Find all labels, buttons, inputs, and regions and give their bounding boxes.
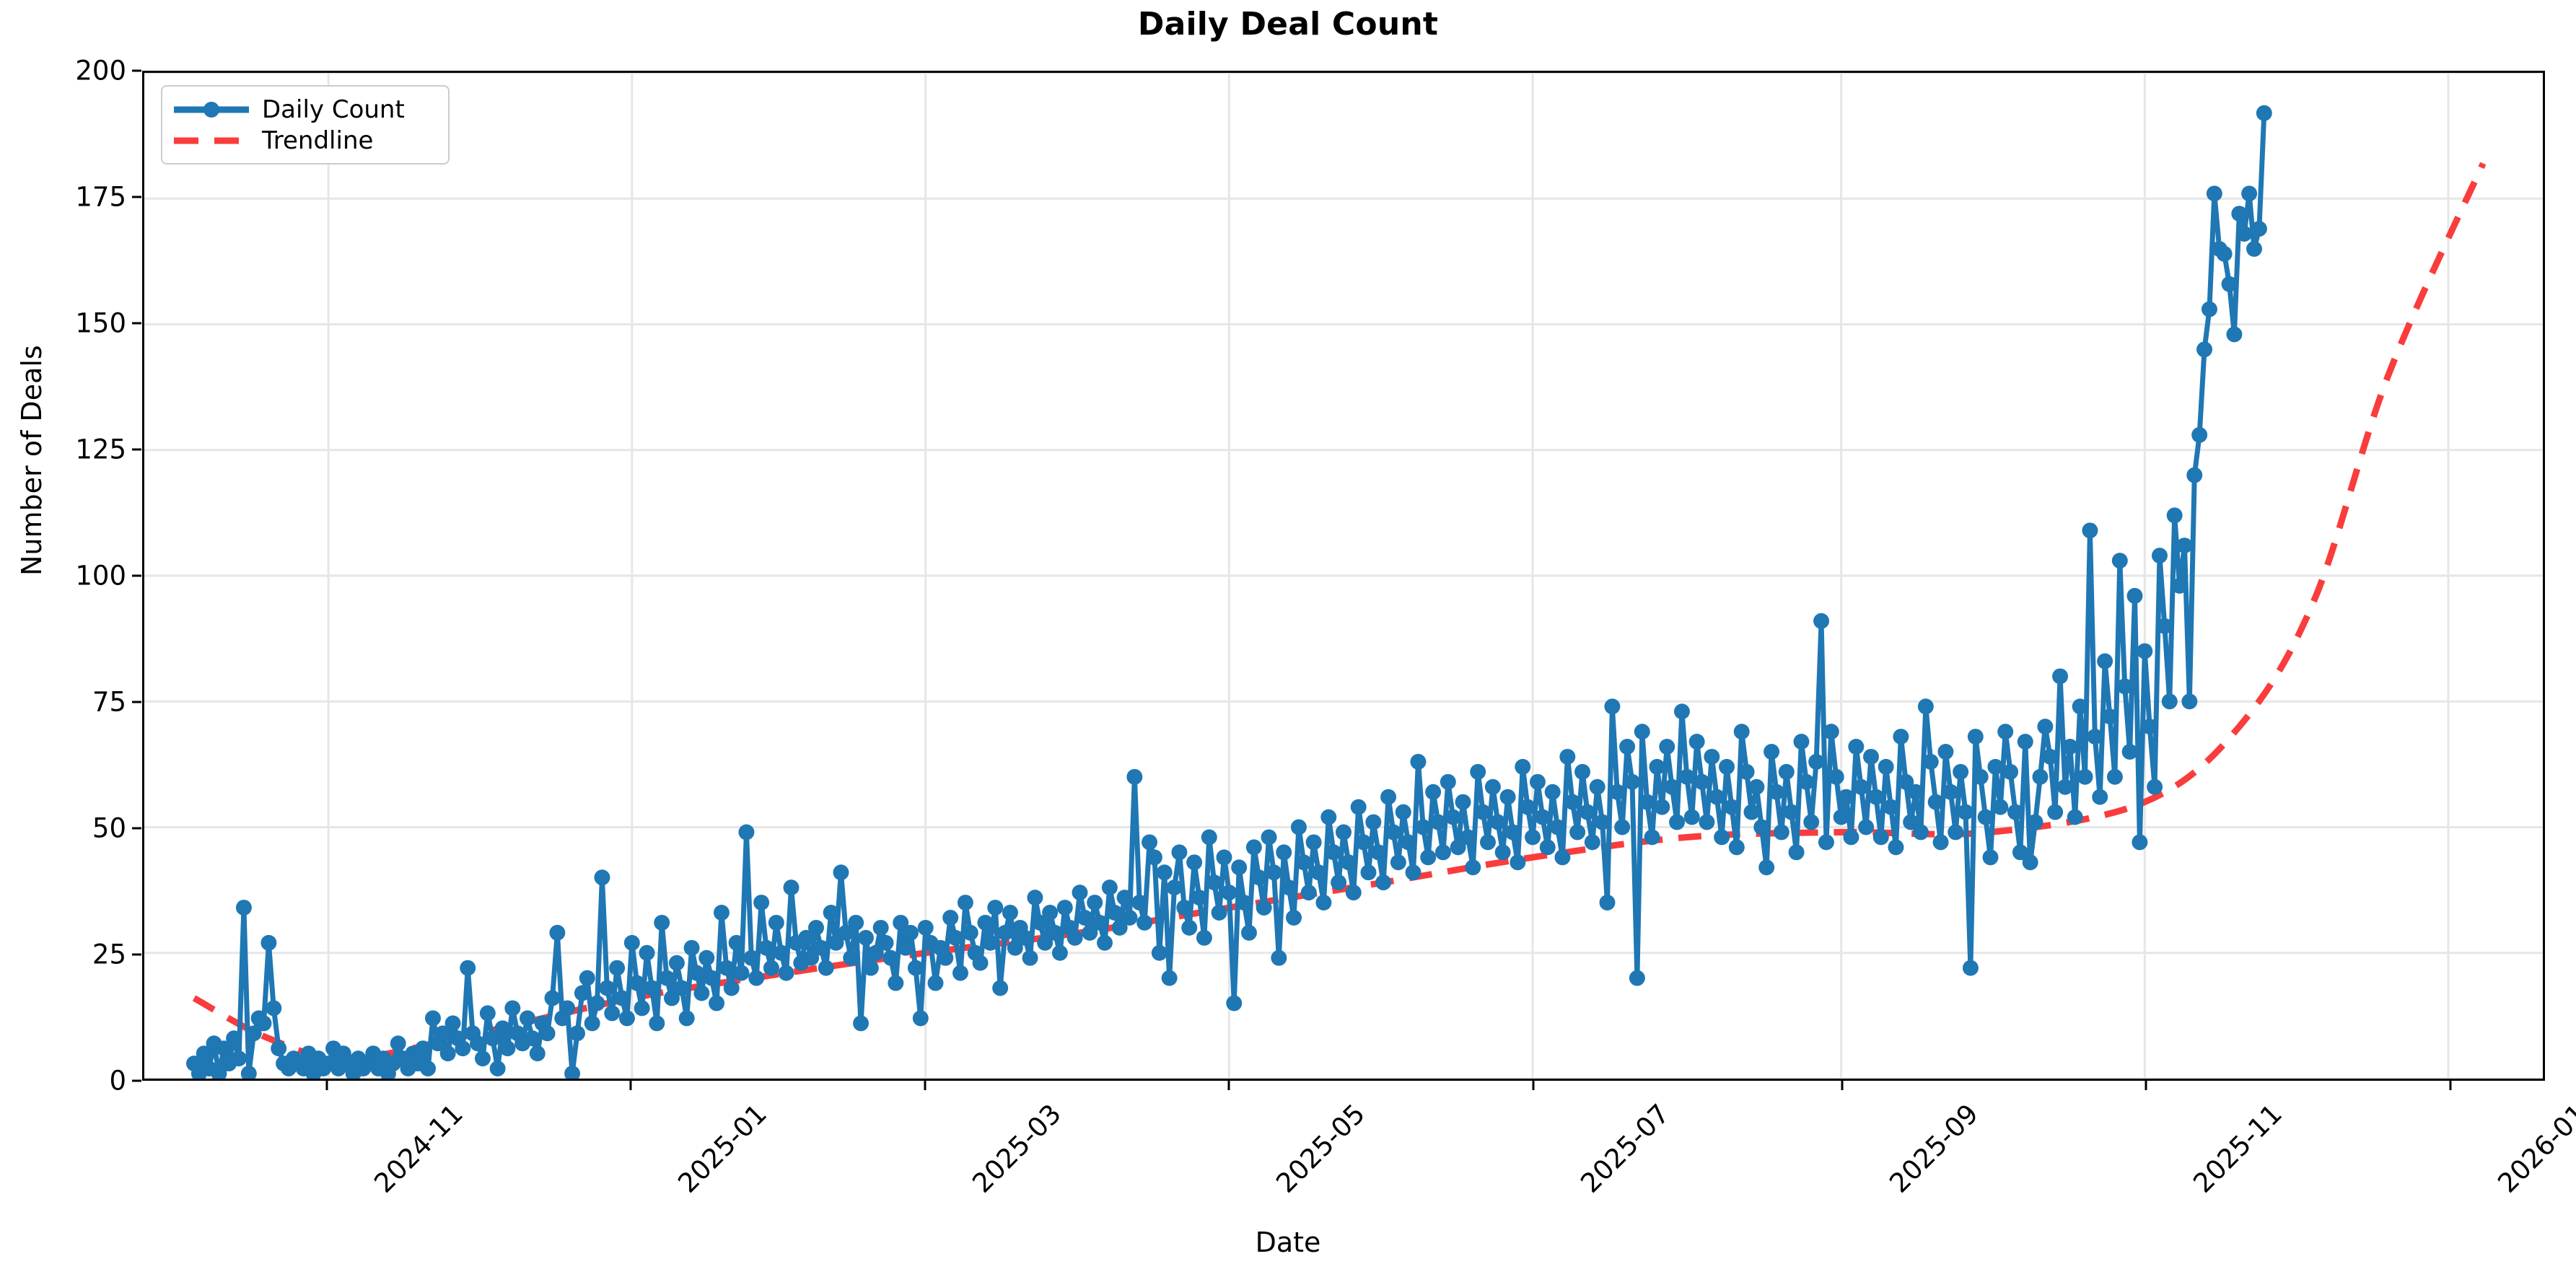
y-tick-label: 200 — [75, 55, 126, 87]
y-tick-label: 0 — [109, 1065, 126, 1097]
y-tick-mark — [132, 953, 141, 956]
gridlines — [144, 73, 2543, 1079]
legend-item-daily-count: Daily Count — [172, 94, 438, 125]
x-tick-label: 2025-11 — [2187, 1098, 2289, 1199]
x-tick-label: 2026-01 — [2492, 1098, 2576, 1199]
x-tick-mark — [1841, 1081, 1844, 1090]
y-tick-label: 100 — [75, 560, 126, 592]
legend-item-trendline: Trendline — [172, 125, 438, 156]
y-tick-label: 25 — [92, 939, 126, 970]
x-tick-label: 2025-03 — [965, 1098, 1067, 1199]
chart-legend: Daily Count Trendline — [161, 85, 450, 164]
y-tick-mark — [132, 574, 141, 577]
trendline-path — [192, 162, 2487, 1062]
x-tick-label: 2025-09 — [1883, 1098, 1984, 1199]
y-tick-label: 175 — [75, 181, 126, 213]
y-tick-mark — [132, 1079, 141, 1082]
x-tick-mark — [1227, 1081, 1230, 1090]
y-tick-mark — [132, 701, 141, 703]
x-tick-mark — [2449, 1081, 2452, 1090]
x-tick-label: 2025-07 — [1574, 1098, 1675, 1199]
x-tick-mark — [2145, 1081, 2147, 1090]
y-tick-mark — [132, 69, 141, 72]
y-axis-label: Number of Deals — [16, 345, 48, 576]
y-tick-mark — [132, 322, 141, 325]
y-tick-label: 150 — [75, 307, 126, 339]
y-tick-mark — [132, 827, 141, 830]
chart-title: Daily Deal Count — [1137, 6, 1439, 43]
x-tick-label: 2025-01 — [672, 1098, 774, 1199]
y-tick-label: 125 — [75, 434, 126, 465]
plot-area — [142, 71, 2545, 1081]
y-tick-mark — [132, 196, 141, 198]
x-tick-mark — [924, 1081, 926, 1090]
legend-label-daily-count: Daily Count — [262, 95, 405, 124]
x-tick-mark — [1532, 1081, 1535, 1090]
y-tick-mark — [132, 448, 141, 451]
legend-line-marker-icon — [172, 99, 250, 120]
x-tick-mark — [325, 1081, 328, 1090]
chart-canvas — [144, 73, 2543, 1079]
x-tick-mark — [629, 1081, 632, 1090]
legend-label-trendline: Trendline — [262, 126, 374, 155]
legend-dashed-line-icon — [172, 130, 250, 152]
x-tick-label: 2025-05 — [1270, 1098, 1372, 1199]
y-tick-label: 75 — [92, 686, 126, 718]
x-axis-label: Date — [1255, 1226, 1321, 1258]
x-tick-label: 2024-11 — [367, 1098, 469, 1199]
daily-count-markers — [185, 105, 2272, 1079]
y-tick-label: 50 — [92, 812, 126, 844]
